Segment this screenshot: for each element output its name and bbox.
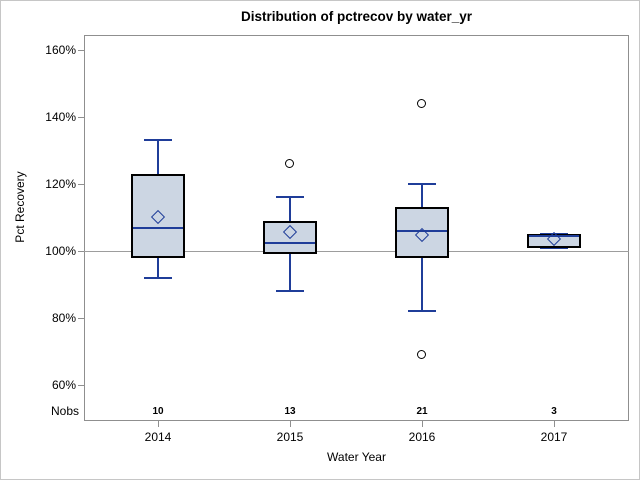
median-line xyxy=(133,226,183,229)
x-axis-tick xyxy=(158,421,159,427)
x-axis-tick xyxy=(422,421,423,427)
reference-line-100pct xyxy=(84,251,629,252)
y-axis-tick xyxy=(78,117,84,118)
whisker-cap-top xyxy=(408,183,436,185)
outlier-marker xyxy=(417,349,426,359)
x-axis-tick-label: 2016 xyxy=(408,430,436,444)
x-axis-title: Water Year xyxy=(327,450,386,464)
y-axis-tick xyxy=(78,184,84,185)
y-axis-tick-label: 160% xyxy=(45,43,76,57)
x-axis-tick-label: 2014 xyxy=(144,430,172,444)
whisker-cap-bottom xyxy=(144,276,172,279)
whisker-cap-top xyxy=(144,139,172,142)
outlier-marker xyxy=(417,98,426,108)
y-axis-tick xyxy=(78,50,84,51)
nobs-value: 3 xyxy=(551,406,557,417)
chart-title: Distribution of pctrecov by water_yr xyxy=(240,9,473,24)
outlier-marker xyxy=(285,158,294,168)
y-axis-tick-label: 140% xyxy=(45,110,76,124)
x-axis-tick xyxy=(554,421,555,427)
y-axis-title: Pct Recovery xyxy=(13,171,27,243)
x-axis-tick-label: 2017 xyxy=(540,430,568,444)
median-line xyxy=(265,241,315,244)
whisker-cap-bottom xyxy=(276,290,304,293)
box-iqr xyxy=(263,220,317,255)
median-line xyxy=(529,234,579,237)
whisker-cap-bottom xyxy=(408,310,436,313)
box-iqr xyxy=(395,207,449,258)
nobs-value: 13 xyxy=(284,406,296,417)
y-axis-tick xyxy=(78,318,84,319)
x-axis-tick-label: 2015 xyxy=(276,430,304,444)
whisker-cap-bottom xyxy=(540,246,568,249)
y-axis-tick-label: 60% xyxy=(51,378,76,392)
y-axis-tick xyxy=(78,385,84,386)
x-axis-tick xyxy=(290,421,291,427)
y-axis-tick-label: 120% xyxy=(45,177,76,191)
y-axis-tick-label: 100% xyxy=(45,244,76,258)
y-axis-tick-label: 80% xyxy=(51,311,76,325)
nobs-value: 21 xyxy=(416,406,428,417)
median-line xyxy=(397,229,447,232)
y-axis-tick xyxy=(78,251,84,252)
box-iqr xyxy=(131,173,185,258)
nobs-value: 10 xyxy=(152,406,164,417)
whisker-cap-top xyxy=(276,196,304,199)
nobs-row-label: Nobs xyxy=(50,404,79,418)
